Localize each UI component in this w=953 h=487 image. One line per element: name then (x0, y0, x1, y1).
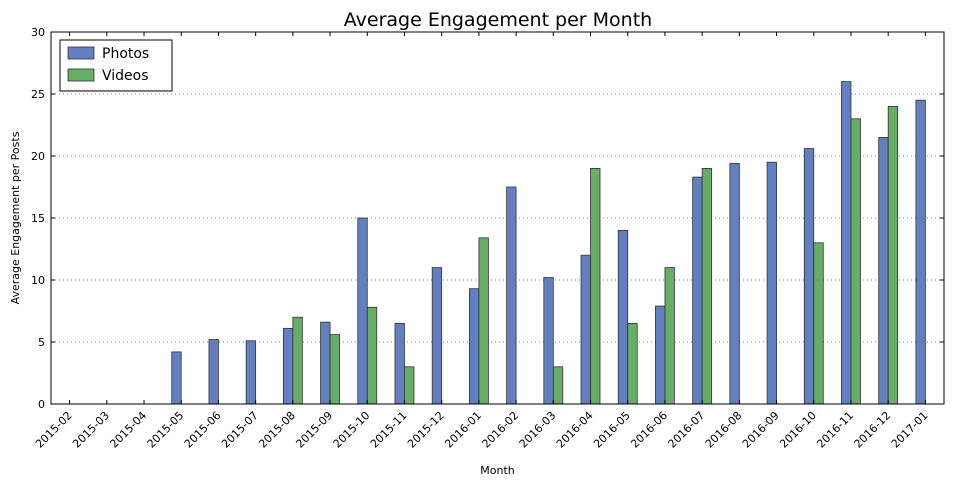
bar-videos-2016-05 (627, 322, 638, 405)
x-tick-label: 2016-01 (442, 409, 484, 451)
bar-photos-2015-09 (320, 321, 331, 405)
bar-photos-2015-08 (282, 327, 294, 405)
bar-photos-2016-12 (878, 136, 889, 405)
bar-photos-2016-11 (841, 81, 852, 405)
bar-photos-2017-01 (915, 99, 926, 405)
y-tick-label: 5 (38, 336, 45, 349)
y-tick-label: 10 (31, 274, 45, 287)
bar-photos-2016-09 (766, 161, 777, 405)
x-tick-label: 2016-08 (703, 409, 745, 451)
bar-videos-2015-08 (292, 316, 303, 405)
bar-videos-2016-07 (701, 167, 713, 405)
bar-photos-2016-03 (543, 277, 554, 405)
y-axis-label: Average Engagement per Posts (9, 131, 22, 304)
bar-photos-2016-02 (506, 186, 517, 405)
bar-videos-2016-06 (664, 267, 675, 405)
x-tick-label: 2015-08 (256, 409, 298, 451)
bar-photos-2016-06 (655, 305, 666, 405)
legend-swatch-photos (67, 46, 95, 60)
y-tick-label: 0 (38, 398, 45, 411)
x-tick-label: 2016-06 (628, 409, 670, 451)
bar-photos-2016-04 (580, 254, 591, 405)
x-tick-label: 2016-04 (554, 409, 596, 451)
x-tick-label: 2015-06 (182, 409, 224, 451)
bar-videos-2015-11 (404, 366, 415, 405)
bar-videos-2016-10 (813, 242, 824, 405)
bar-photos-2015-07 (245, 340, 257, 405)
x-tick-label: 2015-09 (293, 409, 335, 451)
bar-videos-2016-12 (887, 106, 899, 405)
x-tick-label: 2016-07 (666, 409, 708, 451)
legend-label-photos: Photos (102, 46, 149, 62)
bar-photos-2015-06 (208, 339, 219, 405)
x-tick-label: 2016-02 (480, 409, 522, 451)
bar-photos-2016-10 (803, 148, 815, 405)
chart-title: Average Engagement per Month (344, 9, 652, 31)
y-tick-label: 30 (31, 26, 45, 39)
x-tick-label: 2015-10 (331, 409, 373, 451)
x-tick-label: 2016-05 (591, 409, 633, 451)
x-tick-label: 2015-02 (33, 409, 75, 451)
bar-photos-2016-05 (617, 229, 629, 405)
bar-videos-2016-04 (590, 167, 601, 405)
bar-videos-2015-09 (329, 334, 340, 405)
bar-videos-2016-11 (850, 118, 861, 405)
bar-videos-2015-10 (366, 306, 378, 405)
y-tick-label: 25 (31, 88, 45, 101)
bar-photos-2015-05 (171, 351, 182, 405)
bars (171, 81, 926, 405)
x-tick-label: 2015-04 (107, 409, 149, 451)
y-tick-label: 20 (31, 150, 45, 163)
grid (51, 93, 944, 343)
x-tick-label: 2017-01 (889, 409, 931, 451)
bar-photos-2015-10 (357, 217, 368, 405)
x-tick-label: 2015-05 (145, 409, 187, 451)
x-tick-label: 2016-10 (777, 409, 819, 451)
bar-photos-2016-07 (692, 176, 703, 405)
legend-label-videos: Videos (102, 68, 149, 84)
x-tick-label: 2015-03 (70, 409, 112, 451)
y-axis: 0 5 10 15 20 25 30 (31, 26, 944, 411)
x-tick-label: 2016-11 (814, 409, 856, 451)
bar-videos-2016-03 (552, 366, 564, 405)
x-tick-label: 2016-09 (740, 409, 782, 451)
bar-videos-2016-01 (478, 237, 489, 405)
x-axis-label: Month (480, 464, 515, 477)
legend-swatch-videos (67, 68, 95, 82)
bar-photos-2016-01 (468, 288, 480, 405)
y-tick-label: 15 (31, 212, 45, 225)
bar-photos-2015-11 (394, 322, 405, 405)
x-tick-label: 2016-03 (517, 409, 559, 451)
x-tick-label: 2015-07 (219, 409, 261, 451)
x-tick-label: 2015-11 (368, 409, 410, 451)
x-tick-label: 2016-12 (852, 409, 894, 451)
bar-photos-2015-12 (431, 267, 443, 405)
bar-photos-2016-08 (729, 163, 740, 405)
x-tick-label: 2015-12 (405, 409, 447, 451)
legend: Photos Videos (59, 39, 173, 92)
